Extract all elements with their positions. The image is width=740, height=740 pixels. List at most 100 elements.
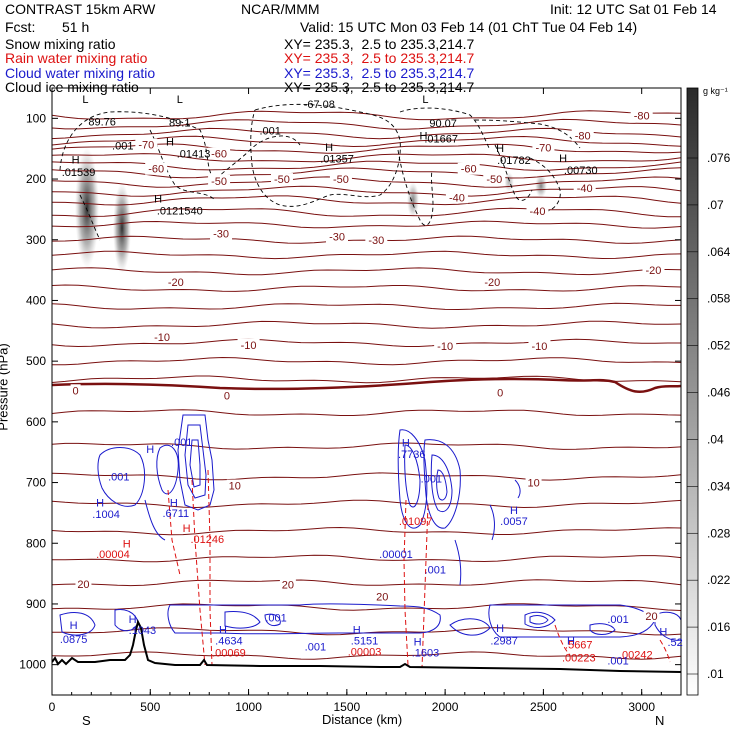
extremum-label: .0875 bbox=[60, 634, 88, 646]
temperature-contour-label: -80 bbox=[575, 130, 591, 142]
extremum-label: H bbox=[219, 624, 227, 636]
temperature-label-bg bbox=[526, 205, 549, 218]
temperature-label-bg bbox=[75, 577, 92, 590]
extremum-label: .4634 bbox=[215, 635, 243, 647]
x-tick-label: 2500 bbox=[530, 700, 557, 714]
temperature-contour-line bbox=[52, 472, 681, 481]
colorbar-tick-label: .064 bbox=[707, 245, 731, 259]
extremum-label: .6711 bbox=[162, 508, 189, 520]
temperature-contour-label: -20 bbox=[646, 265, 662, 277]
extremum-label: 89.76 bbox=[88, 116, 116, 128]
temperature-label-bg bbox=[70, 384, 81, 397]
cloud-ice-contours bbox=[59, 103, 581, 241]
temperature-label-bg bbox=[135, 138, 158, 151]
extremum-label: .01539 bbox=[62, 167, 96, 179]
colorbar-tick-label: .058 bbox=[707, 292, 731, 306]
colorbar-tick-label: .01 bbox=[707, 667, 724, 681]
temperature-contour-line bbox=[52, 110, 681, 121]
x-tick-label: 2000 bbox=[432, 700, 459, 714]
extremum-label: L bbox=[422, 94, 428, 106]
temperature-label-bg bbox=[164, 276, 187, 289]
temperature-label-bg bbox=[326, 230, 349, 243]
temperature-contour-label: 10 bbox=[527, 478, 539, 490]
extremum-label: .1603 bbox=[412, 648, 440, 660]
extremum-label: H bbox=[70, 620, 78, 632]
temperature-label-bg bbox=[208, 147, 231, 160]
temperature-contour-label: -50 bbox=[211, 176, 227, 188]
temperature-contour-line bbox=[52, 267, 681, 276]
temperature-label-bg bbox=[630, 109, 653, 122]
extremum-label: .001 bbox=[305, 641, 326, 653]
x-tick-label: 1500 bbox=[333, 700, 360, 714]
colorbar-tick-label: .04 bbox=[707, 432, 724, 446]
temperature-contour-label: -10 bbox=[154, 332, 170, 344]
temperature-contour-label: -50 bbox=[486, 174, 502, 186]
temperature-contour-line bbox=[52, 579, 681, 587]
extremum-label: H bbox=[146, 444, 154, 456]
colorbar-tick-label: .076 bbox=[707, 151, 731, 165]
model-title: CONTRAST 15km ARW bbox=[5, 1, 156, 17]
field-label-snow: Snow mixing ratio bbox=[5, 36, 116, 52]
field-xy-rain: XY= 235.3, 2.5 to 235.3,214.7 bbox=[284, 50, 475, 66]
extremum-label: H bbox=[72, 155, 80, 167]
extremum-label: H bbox=[414, 637, 422, 649]
temperature-contour-line bbox=[52, 176, 681, 188]
y-tick-label: 1000 bbox=[19, 658, 46, 672]
snow-shading bbox=[504, 172, 514, 192]
temperature-contour-line bbox=[52, 442, 681, 450]
snow-shading bbox=[113, 183, 131, 273]
extremum-label: .01357 bbox=[320, 153, 354, 165]
temperature-contour-label: 0 bbox=[497, 388, 503, 400]
colorbar-tick-label: .07 bbox=[707, 198, 724, 212]
temperature-contour-label: 0 bbox=[224, 391, 230, 403]
temperature-contour-line bbox=[52, 320, 681, 329]
temperature-contour-label: -60 bbox=[211, 149, 227, 161]
temperature-label-bg bbox=[221, 389, 232, 402]
extremum-label: .5667 bbox=[565, 640, 593, 652]
temperature-label-bg bbox=[643, 610, 660, 623]
temperature-contour-label: -60 bbox=[148, 164, 164, 176]
temperature-contour-label: 20 bbox=[77, 579, 89, 591]
forecast-label: Fcst: bbox=[5, 19, 36, 35]
temperature-contour-label: -50 bbox=[274, 174, 290, 186]
extremum-label: L bbox=[82, 94, 88, 106]
extremum-label: .00730 bbox=[564, 165, 598, 177]
extremum-label: .00223 bbox=[562, 652, 596, 664]
temperature-label-bg bbox=[329, 173, 352, 186]
field-label-cloud-ice: Cloud ice mixing ratio bbox=[5, 79, 139, 95]
extremum-label: H bbox=[129, 614, 137, 626]
rain-water-contours bbox=[167, 469, 671, 669]
temperature-contour-label: -20 bbox=[168, 277, 184, 289]
temperature-label-bg bbox=[434, 339, 457, 352]
x-axis-label: Distance (km) bbox=[322, 712, 403, 727]
extremum-label: .1043 bbox=[129, 625, 157, 637]
extremum-label: H bbox=[420, 130, 428, 142]
colorbar-tick-label: .022 bbox=[707, 573, 731, 587]
extremum-label: H bbox=[402, 437, 410, 449]
temperature-label-bg bbox=[374, 590, 391, 603]
terrain-profile bbox=[52, 619, 681, 673]
temperature-contour-line bbox=[52, 195, 681, 206]
x-end-label-north: N bbox=[655, 713, 665, 728]
extremum-label: .01782 bbox=[497, 155, 531, 167]
extremum-label: .00001 bbox=[379, 549, 413, 561]
y-tick-label: 400 bbox=[26, 293, 46, 307]
extremum-label: .0057 bbox=[500, 516, 528, 528]
extremum-label: .001 bbox=[259, 125, 280, 137]
x-tick-label: 1000 bbox=[235, 700, 262, 714]
colorbar-unit: g kg⁻¹ bbox=[703, 86, 728, 96]
extremum-label: .001 bbox=[265, 612, 286, 624]
init-time: Init: 12 UTC Sat 01 Feb 14 bbox=[550, 1, 717, 17]
temperature-contour-line bbox=[52, 302, 681, 311]
y-tick-label: 600 bbox=[26, 415, 46, 429]
extremum-label: .01413 bbox=[177, 149, 211, 161]
field-xy-cloud-water: XY= 235.3, 2.5 to 235.3,214.7 bbox=[284, 65, 475, 81]
temperature-contour-line bbox=[52, 603, 681, 611]
temperature-label-bg bbox=[457, 162, 480, 175]
colorbar bbox=[686, 87, 699, 696]
extremum-label: .1004 bbox=[92, 509, 120, 521]
temperature-label-bg bbox=[226, 479, 243, 492]
snow-shading bbox=[75, 148, 99, 268]
extremum-label: .00004 bbox=[96, 549, 130, 561]
extremum-label: H bbox=[496, 143, 504, 155]
